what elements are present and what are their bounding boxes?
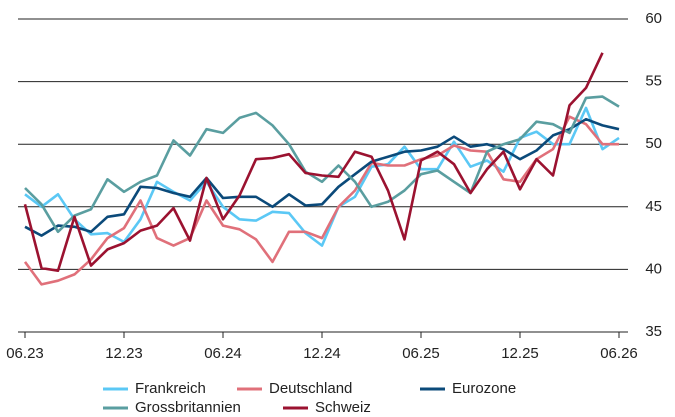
legend-label: Schweiz bbox=[315, 399, 371, 416]
x-tick-label: 12.23 bbox=[105, 345, 143, 362]
series-line bbox=[23, 115, 619, 286]
legend-label: Deutschland bbox=[269, 380, 352, 397]
x-tick-label: 06.24 bbox=[204, 345, 242, 362]
x-tick-label: 12.24 bbox=[303, 345, 341, 362]
legend-label: Eurozone bbox=[452, 380, 516, 397]
x-tick-label: 06.25 bbox=[402, 345, 440, 362]
y-tick-label: 60 bbox=[645, 10, 662, 27]
series-line bbox=[23, 52, 604, 272]
legend-label: Frankreich bbox=[135, 380, 206, 397]
x-tick-label: 06.23 bbox=[6, 345, 44, 362]
x-tick-label: 06.26 bbox=[600, 345, 638, 362]
x-tick-label: 12.25 bbox=[501, 345, 539, 362]
series-line bbox=[24, 95, 620, 234]
series-line bbox=[24, 117, 620, 237]
y-tick-label: 55 bbox=[645, 73, 662, 90]
y-tick-label: 40 bbox=[645, 260, 662, 277]
y-tick-label: 50 bbox=[645, 135, 662, 152]
y-tick-label: 45 bbox=[645, 198, 662, 215]
y-tick-label: 35 bbox=[645, 323, 662, 340]
legend-label: Grossbritannien bbox=[135, 399, 241, 416]
